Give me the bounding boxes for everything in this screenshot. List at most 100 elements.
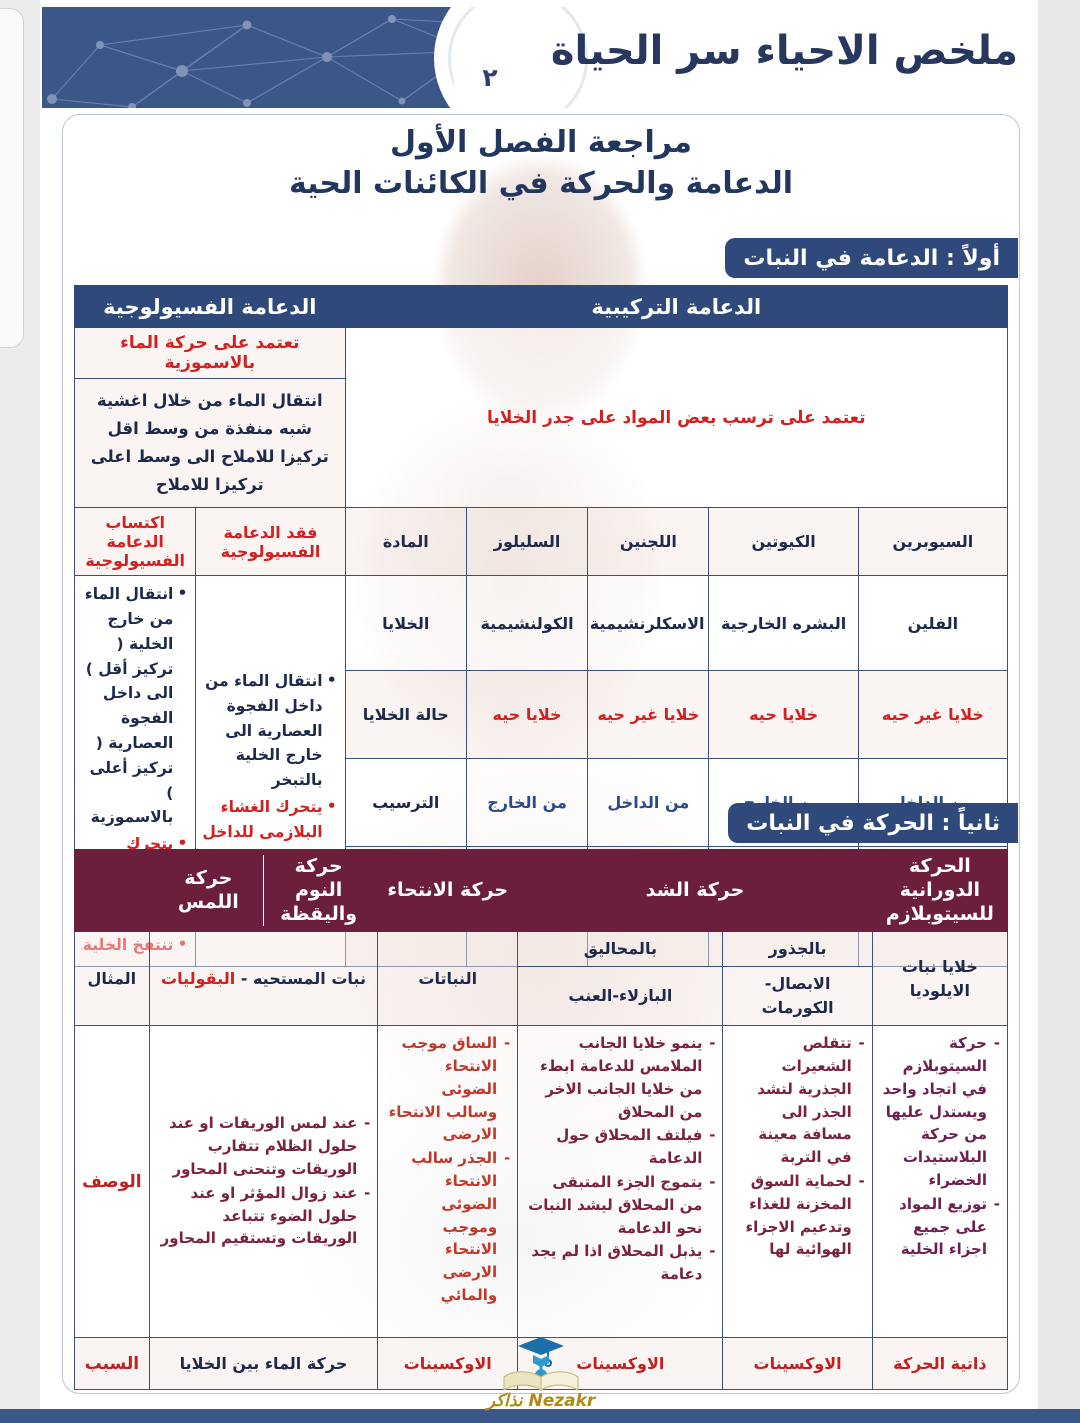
top-banner: ملخص الاحياء سر الحياة ٢ [42,7,1038,108]
cell-state-cutin: خلايا حيه [708,670,859,759]
table-row-grid-headers: السيوبرين الكيوتين اللجنين السليلوز الما… [73,507,1009,577]
row-label-deposition: الترسيب [344,757,467,847]
reason-tropism: الاوكسينات [377,1337,519,1391]
section-header-plant-support: أولاً : الدعامة في النبات [725,238,1018,278]
banner-title: ملخص الاحياء سر الحياة [550,28,1019,74]
header-structural-support: الدعامة التركيبية [344,285,1009,328]
desc-tendrils-1: ينمو خلايا الجانب الملامس للدعامة ابطء م… [525,1032,716,1123]
header-tension-movement: حركة الشد [517,848,873,933]
sub-header-gain: اكتساب الدعامة الفسيولوجية [73,507,197,577]
reason-tendrils: الاوكسينات [517,1337,724,1391]
table-row-cell-state: خلايا غير حيه خلايا حيه خلايا غير حيه خل… [75,670,1009,759]
table-row-description: حركة السيتوبلازم في اتجاد واحد ويستدل عل… [74,1025,1009,1339]
sub-header-tendrils: بالمحاليق [517,931,724,968]
desc-tropism-1: الساق موجب الانتحاء الضوئى وسالب الانتحا… [385,1032,511,1146]
table-row-example: خلايا نبات الايلوديا بالجذور بالمحاليق ا… [74,931,1009,1027]
brand-watermark-text: Nezakr نذاكر [478,1391,604,1411]
header-sleep-wake: حركة النوم واليقظة [262,855,373,927]
bottom-accent-bar [0,1409,1080,1423]
banner-arc-outline [448,7,588,108]
page-right-margin [1038,0,1080,1423]
row-label-cells: الخلايا [344,575,467,672]
description-tendrils: ينمو خلايا الجانب الملامس للدعامة ابطء م… [517,1025,724,1339]
row-label-example: المثال [74,931,150,1027]
movement-table-wrapper: الحركة الدورانية للسيتوبلازم حركة الشد ح… [74,848,1009,1391]
basis-physiological: تعتمد على حركة الماء بالاسموزية [74,327,346,379]
example-tropism: النباتات [377,931,519,1027]
reason-touch-sleep: حركة الماء بين الخلايا [148,1337,379,1391]
desc-cyclosis-2: توزيع المواد على جميع اجزاء الخلية [880,1193,1000,1261]
table-row-cells: الفلين البشره الخارجية الاسكلرنشيمية الك… [73,575,1009,968]
description-tropism: الساق موجب الانتحاء الضوئى وسالب الانتحا… [377,1025,519,1339]
row-label-cell-state: حالة الخلايا [344,670,467,759]
table-row-example-sub: الابصال- الكورمات البازلاء-العنب [75,966,1008,1027]
brand-arabic: نذاكر [486,1391,523,1411]
cell-state-lignin: خلايا غير حيه [587,670,710,759]
row-label-description: الوصف [74,1025,150,1339]
sub-header-loss: فقد الدعامة الفسيولوجية [195,507,346,577]
table-row-basis: تعتمد على ترسب بعض المواد على جدر الخلاي… [74,326,1009,509]
cell-state-cellulose: خلايا حيه [465,670,589,759]
header-sleep-wake-and-touch: حركة النوم واليقظة حركة اللمس [148,848,379,933]
reason-roots: الاوكسينات [722,1337,873,1391]
table-row-movement-headers: الحركة الدورانية للسيتوبلازم حركة الشد ح… [74,848,1009,933]
gain-bullet-1: انتقال الماء من خارج الخلية ( تركيز أقل … [79,581,188,830]
content-card-border [62,114,1020,1394]
cell-state-suberin: خلايا غير حيه [857,670,1009,759]
table-row-reason: ذاتية الحركة الاوكسينات الاوكسينات الاوك… [74,1337,1009,1391]
example-touch-sleep: نبات المستحيه - البقوليات [148,931,379,1027]
example-cyclosis: خلايا نبات الايلوديا [871,931,1009,1027]
example-tendrils: البازلاء-العنب [517,966,724,1027]
desc-touch-sleep-2: عند زوال المؤثر او عند حلول الضوء تتباعد… [157,1182,371,1250]
header-corner-blank [74,848,150,933]
row-label-reason: السبب [74,1337,150,1391]
adjacent-page-edge [0,8,24,348]
loss-bullet-2: يتحرك الغشاء البلازمى للداخل [200,794,337,845]
cell-deposition-cellulose: من الخارج [465,757,589,847]
desc-tendrils-3: يتموج الجزء المتبقى من المحلاق ليشد النب… [525,1171,716,1239]
desc-roots-2: لحماية السوق المخزنة للغذاء وتدعيم الاجز… [730,1170,865,1261]
cell-cells-cellulose: الكولنشيمية [465,575,589,672]
title-line-2: الدعامة والحركة في الكائنات الحية [288,166,794,202]
desc-tendrils-2: فيلتف المحلاق حول الدعامة [525,1124,715,1170]
desc-roots-1: تتقلص الشعيرات الجذرية لتشد الجذر الى مس… [730,1032,865,1169]
header-physiological-support: الدعامة الفسيولوجية [74,285,346,328]
example-touch-sleep-navy: نبات المستحيه - [235,968,366,988]
desc-cyclosis-1: حركة السيتوبلازم في اتجاد واحد ويستدل عل… [880,1032,1001,1192]
example-roots: الابصال- الكورمات [722,966,873,1027]
page-title: مراجعة الفصل الأول الدعامة والحركة في ال… [62,122,1020,205]
section-header-plant-movement: ثانياً : الحركة في النبات [728,803,1018,843]
col-header-lignin: اللجنين [587,507,710,577]
loss-bullet-1: انتقال الماء من داخل الفجوة العصارية الى… [200,668,337,793]
definition-osmosis: انتقال الماء من خلال اغشية شبه منفذة من … [74,377,346,509]
desc-tropism-2: الجذر سالب الانتحاء الضوئى وموجب الانتحا… [385,1147,510,1307]
col-header-suberin: السيوبرين [857,507,1009,577]
col-header-cutin: الكيوتين [708,507,859,577]
example-touch-sleep-red: البقوليات [160,968,236,988]
desc-tendrils-4: يذبل المحلاق اذا لم يجد دعامة [525,1240,715,1286]
description-touch-sleep: عند لمس الوريقات او عند حلول الظلام تتقا… [148,1025,379,1339]
reason-cyclosis: ذاتية الحركة [871,1337,1009,1391]
sub-header-roots: بالجذور [722,931,873,968]
banner-white-panel [546,7,1038,108]
header-cyclosis: الحركة الدورانية للسيتوبلازم [871,848,1009,933]
col-header-cellulose: السليلوز [465,507,589,577]
cell-deposition-lignin: من الداخل [587,757,710,847]
header-touch: حركة اللمس [177,866,239,913]
title-line-1: مراجعة الفصل الأول [390,125,692,160]
cell-cells-cutin: البشره الخارجية [708,575,859,672]
table-row-main-headers: الدعامة التركيبية الدعامة الفسيولوجية [74,285,1009,328]
description-cyclosis: حركة السيتوبلازم في اتجاد واحد ويستدل عل… [871,1025,1009,1339]
col-header-material: المادة [344,507,467,577]
desc-touch-sleep-1: عند لمس الوريقات او عند حلول الظلام تتقا… [157,1112,371,1180]
movement-table: الحركة الدورانية للسيتوبلازم حركة الشد ح… [74,848,1009,1391]
cell-cells-suberin: الفلين [857,575,1009,672]
page-number-tab: ٢ [454,45,526,108]
header-tropism: حركة الانتحاء [377,848,519,933]
cell-cells-lignin: الاسكلرنشيمية [587,575,710,672]
description-roots: تتقلص الشعيرات الجذرية لتشد الجذر الى مس… [722,1025,873,1339]
basis-structural: تعتمد على ترسب بعض المواد على جدر الخلاي… [344,326,1009,509]
brand-latin: Nezakr [528,1391,596,1411]
table-row-definition: انتقال الماء من خلال اغشية شبه منفذة من … [74,377,1008,509]
